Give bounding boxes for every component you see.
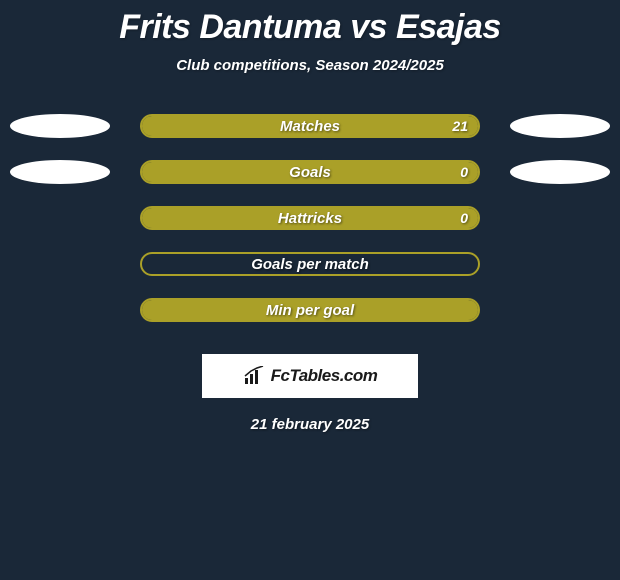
left-ellipse	[10, 160, 110, 184]
date-text: 21 february 2025	[0, 416, 620, 433]
bar-track: Matches 21	[140, 114, 480, 138]
bar-label: Goals	[142, 164, 478, 181]
page-subtitle: Club competitions, Season 2024/2025	[0, 57, 620, 74]
left-ellipse	[10, 114, 110, 138]
bar-label: Hattricks	[142, 210, 478, 227]
bar-track: Goals per match	[140, 252, 480, 276]
right-ellipse	[510, 160, 610, 184]
bar-value: 21	[452, 118, 468, 134]
stat-row-matches: Matches 21	[0, 114, 620, 160]
comparison-chart: Matches 21 Goals 0 Hattricks 0 Goals per…	[0, 114, 620, 344]
bar-label: Matches	[142, 118, 478, 135]
bar-value: 0	[460, 210, 468, 226]
bar-label: Min per goal	[142, 302, 478, 319]
right-ellipse	[510, 114, 610, 138]
logo-text: FcTables.com	[271, 366, 378, 386]
logo-chart-icon	[243, 366, 267, 386]
stat-row-min-per-goal: Min per goal	[0, 298, 620, 344]
logo-box: FcTables.com	[202, 354, 418, 398]
bar-track: Goals 0	[140, 160, 480, 184]
bar-label: Goals per match	[142, 256, 478, 273]
stat-row-goals-per-match: Goals per match	[0, 252, 620, 298]
bar-track: Min per goal	[140, 298, 480, 322]
stat-row-goals: Goals 0	[0, 160, 620, 206]
bar-value: 0	[460, 164, 468, 180]
page-title: Frits Dantuma vs Esajas	[0, 0, 620, 47]
stat-row-hattricks: Hattricks 0	[0, 206, 620, 252]
bar-track: Hattricks 0	[140, 206, 480, 230]
